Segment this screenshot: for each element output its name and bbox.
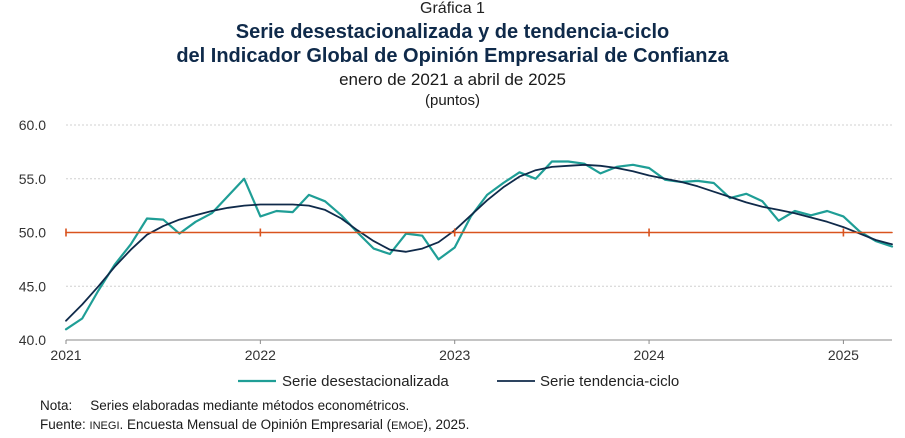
source-line: Fuente: INEGI. Encuesta Mensual de Opini… <box>40 417 469 432</box>
legend-label: Serie desestacionalizada <box>282 373 449 390</box>
y-tick-label: 60.0 <box>19 117 46 133</box>
y-tick-label: 45.0 <box>19 278 46 294</box>
y-tick-label: 55.0 <box>19 171 46 187</box>
note-line: Nota: Series elaboradas mediante métodos … <box>40 398 409 413</box>
x-axis-ticks: 2021 2022 2023 2024 2025 <box>50 340 859 363</box>
y-axis-ticks: 60.0 55.0 50.0 45.0 40.0 <box>19 117 46 348</box>
source-emoe: EMOE <box>391 420 424 432</box>
chart-kicker: Gráfica 1 <box>420 0 485 17</box>
note-label: Nota: <box>40 398 73 413</box>
chart-subtitle: enero de 2021 a abril de 2025 <box>339 70 566 89</box>
legend-label: Serie tendencia-ciclo <box>540 373 679 390</box>
source-text: . Encuesta Mensual de Opinión Empresaria… <box>119 417 392 432</box>
note-text: Series elaboradas mediante métodos econo… <box>90 398 410 413</box>
x-tick-label: 2025 <box>828 347 859 363</box>
y-tick-label: 50.0 <box>19 225 46 241</box>
x-tick-label: 2022 <box>245 347 276 363</box>
source-inegi: INEGI <box>89 420 120 432</box>
legend: Serie desestacionalizada Serie tendencia-… <box>238 373 679 390</box>
chart-title-line-2: del Indicador Global de Opinión Empresar… <box>176 45 729 67</box>
source-year: ), 2025. <box>423 417 470 432</box>
x-tick-label: 2021 <box>50 347 81 363</box>
y-tick-label: 40.0 <box>19 332 46 348</box>
x-tick-label: 2023 <box>439 347 470 363</box>
chart-units: (puntos) <box>424 92 481 109</box>
seasonally-adjusted-line <box>64 160 894 331</box>
chart-title-line-1: Serie desestacionalizada y de tendencia-… <box>235 21 670 43</box>
series-lines <box>64 160 894 331</box>
source-label: Fuente: <box>40 417 86 432</box>
x-tick-label: 2024 <box>633 347 664 363</box>
trend-cycle-line <box>65 163 893 322</box>
